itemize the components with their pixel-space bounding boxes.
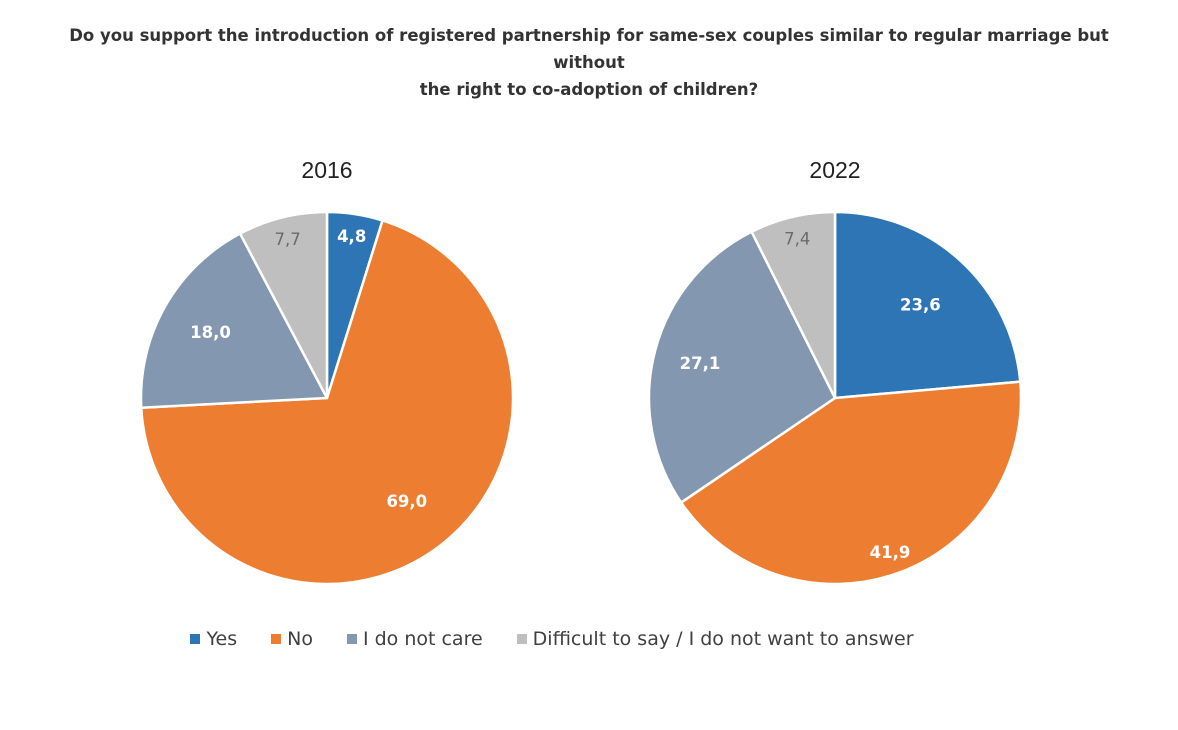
legend-item-difficult-to-say: Difficult to say / I do not want to answ… [516, 628, 914, 650]
pie-chart-2016: 2016 4,8 69,0 18,0 7,7 [139, 157, 515, 586]
legend-label-do-not-care: I do not care [362, 628, 483, 650]
data-label-2016-yes: 4,8 [337, 227, 366, 246]
legend-swatch-no [271, 634, 282, 644]
pie-slice-2016-difficult-to-say-i-do-not-want-to-answer [238, 210, 329, 400]
data-label-2022-i-do-not-care: 27,1 [680, 354, 721, 373]
data-label-2016-i-do-not-care: 18,0 [190, 323, 231, 342]
pie-slice-2022-difficult-to-say-i-do-not-want-to-answer [750, 210, 837, 400]
pie-slice-2016-no [140, 219, 515, 586]
chart-title: Do you support the introduction of regis… [40, 22, 1138, 103]
data-label-2022-difficult-to-say-i-do-not-want-to-answer: 7,4 [784, 230, 810, 249]
legend-label-difficult-to-say: Difficult to say / I do not want to answ… [532, 628, 914, 650]
data-label-2016-difficult-to-say-i-do-not-want-to-answer: 7,7 [274, 230, 300, 249]
legend-item-no: No [271, 628, 313, 650]
legend-swatch-difficult-to-say [516, 634, 527, 644]
legend-swatch-do-not-care [346, 634, 357, 644]
legend-label-no: No [287, 628, 313, 650]
pie-title-2016: 2016 [301, 157, 352, 183]
chart-title-line1: Do you support the introduction of regis… [69, 26, 1109, 72]
pie-slice-2022-no [679, 380, 1023, 586]
pie-slice-2016-i-do-not-care [139, 232, 329, 409]
chart-title-line2: the right to co-adoption of children? [419, 80, 759, 99]
pie-slice-2022-i-do-not-care [647, 230, 837, 504]
pie-slice-2022-yes [833, 210, 1022, 400]
legend: Yes No I do not care Difficult to say / … [0, 628, 1104, 650]
legend-item-do-not-care: I do not care [346, 628, 483, 650]
legend-label-yes: Yes [206, 628, 238, 650]
data-label-2016-no: 69,0 [386, 492, 427, 511]
data-label-2022-no: 41,9 [870, 543, 911, 562]
pie-title-2022: 2022 [809, 157, 860, 183]
legend-item-yes: Yes [190, 628, 237, 650]
pie-chart-2022: 2022 23,6 41,9 27,1 7,4 [647, 157, 1023, 586]
data-label-2022-yes: 23,6 [900, 296, 941, 315]
legend-swatch-yes [190, 634, 201, 644]
